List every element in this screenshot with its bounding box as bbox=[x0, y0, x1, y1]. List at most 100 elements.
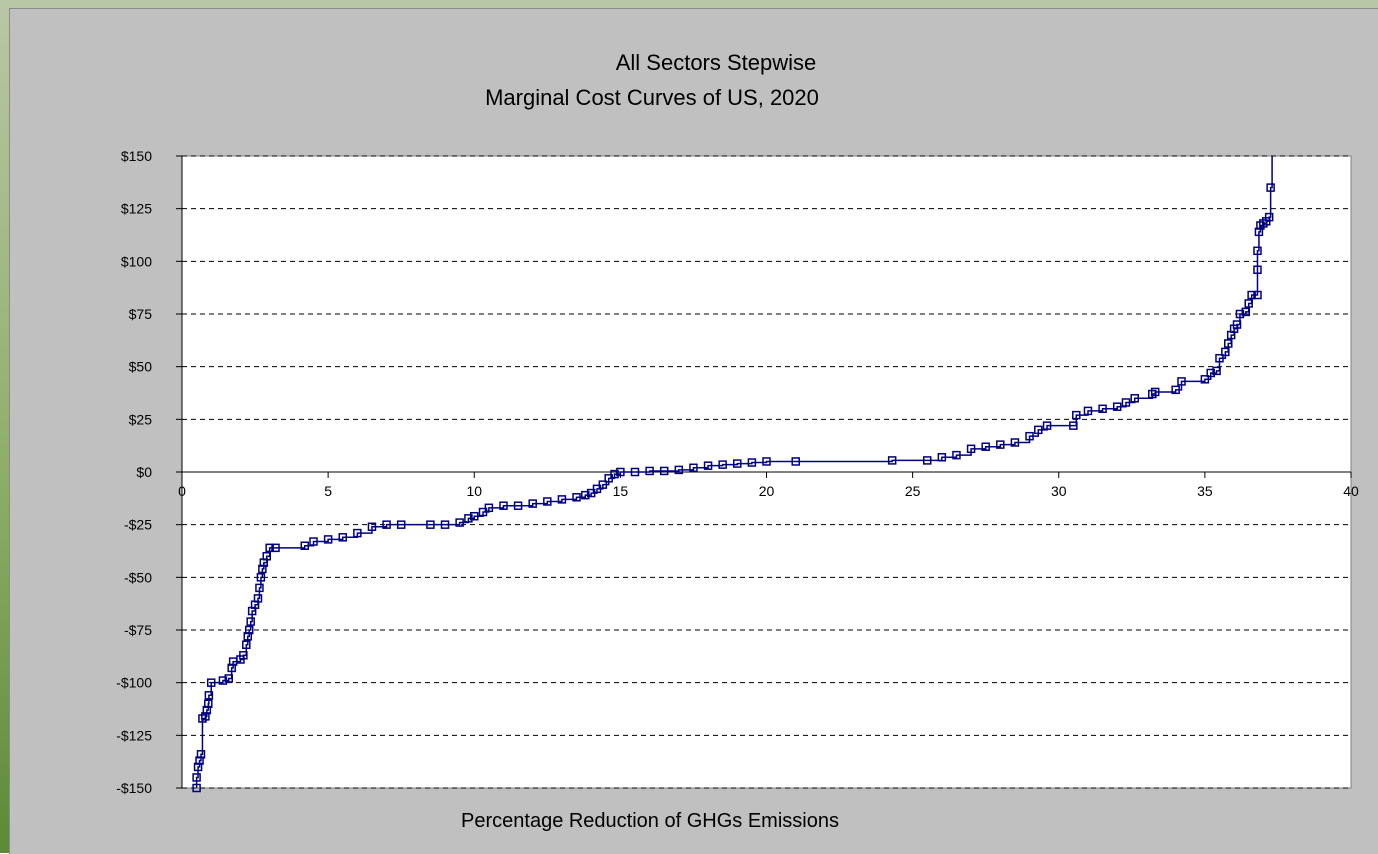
data-point-marker bbox=[1264, 212, 1274, 222]
x-tick-label: 30 bbox=[1051, 483, 1067, 499]
data-point-marker bbox=[1253, 290, 1262, 300]
y-tick-label: -$100 bbox=[116, 675, 152, 691]
cost-curve-chart: All Sectors Stepwise Marginal Cost Curve… bbox=[116, 50, 1359, 832]
y-tick-label: $50 bbox=[129, 359, 153, 375]
data-point-marker bbox=[300, 541, 309, 550]
data-point-marker bbox=[1221, 347, 1230, 357]
data-point-marker bbox=[922, 456, 932, 465]
y-tick-label: $75 bbox=[129, 306, 153, 322]
data-point-marker bbox=[543, 497, 552, 506]
data-point-marker bbox=[338, 533, 347, 542]
data-point-marker bbox=[470, 511, 479, 521]
data-point-marker bbox=[1171, 385, 1180, 395]
data-point-marker bbox=[1247, 290, 1256, 300]
data-point-marker bbox=[499, 501, 508, 510]
data-point-marker bbox=[382, 520, 391, 529]
y-tick-label: -$25 bbox=[124, 517, 152, 533]
data-point-marker bbox=[981, 442, 990, 451]
data-point-marker bbox=[645, 466, 654, 476]
x-tick-label: 25 bbox=[905, 483, 921, 499]
data-point-marker bbox=[1069, 421, 1078, 430]
x-tick-label: 40 bbox=[1343, 483, 1359, 499]
y-tick-label: -$150 bbox=[116, 780, 152, 796]
data-point-marker bbox=[353, 528, 362, 538]
data-point-marker bbox=[242, 640, 251, 649]
x-axis-label: Percentage Reduction of GHGs Emissions bbox=[461, 810, 839, 832]
data-point-marker bbox=[1034, 425, 1043, 435]
y-tick-label: -$75 bbox=[124, 622, 152, 638]
data-point-marker bbox=[253, 594, 263, 603]
x-tick-label: 5 bbox=[324, 483, 332, 499]
chart-title-line2: Marginal Cost Curves of US, 2020 bbox=[485, 85, 819, 110]
y-tick-label: -$125 bbox=[116, 727, 152, 743]
data-point-marker bbox=[1235, 309, 1245, 319]
data-point-marker bbox=[323, 535, 333, 544]
data-point-marker bbox=[204, 699, 213, 708]
data-point-marker bbox=[703, 461, 713, 470]
data-point-marker bbox=[1266, 183, 1275, 192]
data-point-marker bbox=[733, 459, 742, 468]
y-tick-label: -$50 bbox=[124, 569, 152, 585]
data-point-marker bbox=[718, 460, 727, 469]
data-point-marker bbox=[1200, 375, 1210, 384]
data-point-marker bbox=[192, 783, 201, 793]
data-point-marker bbox=[244, 625, 254, 635]
data-point-marker bbox=[255, 583, 264, 593]
data-point-marker bbox=[996, 440, 1005, 449]
data-point-marker bbox=[1121, 398, 1131, 407]
data-point-marker bbox=[1150, 387, 1160, 397]
data-point-marker bbox=[557, 495, 567, 504]
data-point-marker bbox=[246, 617, 255, 626]
y-tick-label: $0 bbox=[136, 464, 152, 480]
y-tick-label: $100 bbox=[121, 253, 152, 269]
y-tick-label: $150 bbox=[121, 148, 152, 164]
data-point-marker bbox=[309, 537, 318, 546]
data-point-marker bbox=[762, 457, 771, 466]
data-point-marker bbox=[262, 552, 272, 561]
data-point-marker bbox=[1232, 320, 1242, 329]
data-point-marker bbox=[484, 503, 494, 513]
y-tick-label: $25 bbox=[129, 411, 153, 427]
x-axis-ticks: 0 5 10 15 20 25 30 35 40 bbox=[178, 472, 1359, 499]
data-point-marker bbox=[1212, 366, 1221, 376]
data-point-marker bbox=[966, 444, 976, 454]
data-point-marker bbox=[791, 457, 800, 466]
data-point-marker bbox=[239, 651, 248, 660]
data-point-marker bbox=[1112, 402, 1122, 411]
data-point-marker bbox=[1224, 339, 1233, 348]
x-tick-label: 15 bbox=[613, 483, 629, 499]
data-point-marker bbox=[610, 469, 619, 479]
data-point-marker bbox=[528, 499, 537, 508]
data-point-marker bbox=[1177, 377, 1186, 386]
data-point-marker bbox=[1253, 265, 1262, 275]
data-point-marker bbox=[659, 466, 669, 476]
data-point-marker bbox=[1098, 404, 1107, 414]
data-point-marker bbox=[747, 458, 757, 467]
gridlines bbox=[182, 155, 1351, 789]
x-tick-label: 20 bbox=[759, 483, 775, 499]
data-point-marker bbox=[1244, 299, 1253, 308]
data-point-marker bbox=[224, 674, 234, 683]
data-point-marker bbox=[367, 522, 377, 532]
data-point-marker bbox=[513, 501, 523, 510]
x-tick-label: 10 bbox=[466, 483, 482, 499]
data-point-marker bbox=[937, 453, 947, 462]
data-point-marker bbox=[887, 456, 897, 465]
chart-area: All Sectors Stepwise Marginal Cost Curve… bbox=[9, 8, 1378, 854]
data-point-marker bbox=[572, 493, 581, 502]
data-point-marker bbox=[192, 773, 201, 782]
series-curve bbox=[192, 156, 1275, 793]
data-point-marker bbox=[204, 691, 214, 700]
data-point-marker bbox=[1083, 406, 1093, 416]
data-point-marker bbox=[598, 480, 608, 489]
data-point-marker bbox=[1025, 431, 1034, 441]
data-point-marker bbox=[196, 750, 206, 759]
data-point-marker bbox=[1130, 394, 1139, 403]
data-point-marker bbox=[455, 518, 464, 527]
data-point-marker bbox=[630, 467, 640, 477]
data-point-marker bbox=[674, 465, 684, 475]
chart-title-line1: All Sectors Stepwise bbox=[616, 50, 817, 75]
data-point-marker bbox=[440, 520, 450, 529]
data-point-marker bbox=[1206, 368, 1215, 378]
data-point-marker bbox=[426, 520, 435, 529]
